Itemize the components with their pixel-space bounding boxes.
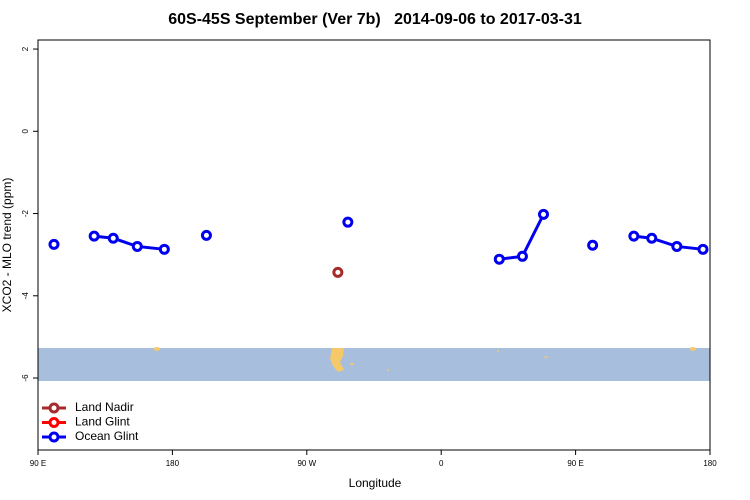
y-axis-label: XCO2 - MLO trend (ppm) bbox=[0, 178, 14, 313]
chart-title: 60S-45S September (Ver 7b) 2014-09-06 to… bbox=[168, 11, 582, 28]
y-tick-label: -6 bbox=[21, 374, 30, 382]
y-tick-label: -4 bbox=[21, 292, 30, 300]
x-axis-label: Longitude bbox=[349, 476, 402, 490]
data-point bbox=[628, 230, 640, 242]
data-point bbox=[646, 232, 658, 244]
x-tick-label: 0 bbox=[439, 459, 444, 468]
plot-frame bbox=[37, 39, 711, 451]
map-strip bbox=[38, 347, 710, 381]
x-tick-label: 90 E bbox=[567, 459, 583, 468]
data-point bbox=[107, 232, 119, 244]
data-point bbox=[332, 266, 344, 278]
data-point bbox=[200, 229, 212, 241]
data-point bbox=[516, 250, 528, 262]
series-line bbox=[93, 213, 704, 261]
data-point bbox=[537, 208, 549, 220]
legend-marker bbox=[48, 402, 60, 414]
data-point bbox=[158, 243, 170, 255]
data-point bbox=[48, 238, 60, 250]
data-point bbox=[342, 216, 354, 228]
data-point bbox=[131, 240, 143, 252]
data-point bbox=[697, 243, 709, 255]
legend-label: Land Nadir bbox=[75, 400, 134, 414]
y-tick-label: 2 bbox=[21, 46, 30, 51]
legend-marker bbox=[48, 417, 60, 428]
data-point bbox=[493, 253, 505, 265]
data-point bbox=[587, 239, 599, 251]
y-tick-label: -2 bbox=[21, 209, 30, 217]
x-tick-label: 90 E bbox=[30, 459, 46, 468]
legend-label: Ocean Glint bbox=[75, 429, 139, 443]
x-tick-label: 180 bbox=[703, 459, 717, 468]
x-tick-label: 90 W bbox=[297, 459, 316, 468]
data-point bbox=[88, 230, 100, 242]
data-point bbox=[671, 240, 683, 252]
x-tick-label: 180 bbox=[166, 459, 180, 468]
legend-label: Land Glint bbox=[75, 415, 130, 429]
y-tick-label: 0 bbox=[21, 129, 30, 134]
legend-marker bbox=[48, 431, 60, 443]
